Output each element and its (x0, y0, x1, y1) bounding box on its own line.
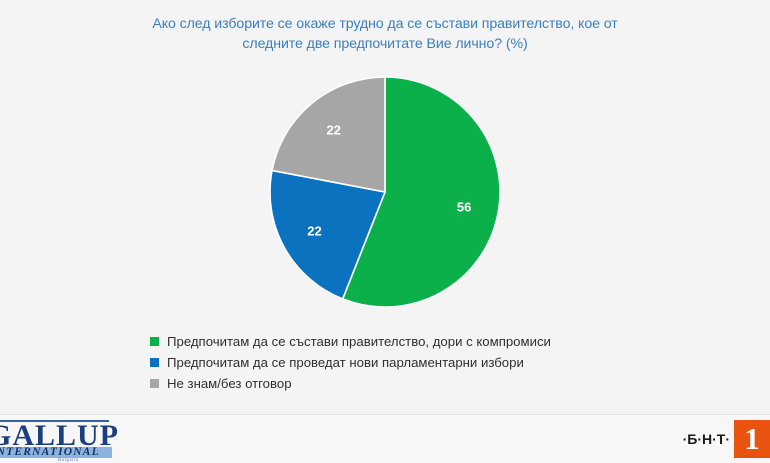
pie-slice-labels: 56 22 22 (307, 123, 471, 239)
legend-label-1: Предпочитам да се проведат нови парламен… (167, 355, 524, 370)
gallup-international-logo: GALLUP INTERNATIONAL Bulgaria (0, 418, 131, 462)
legend-label-2: Не знам/без отговор (167, 376, 292, 391)
pie-slice-1[interactable] (269, 169, 387, 300)
pie-slice-value-2: 22 (326, 123, 340, 138)
bnt-wordmark: ·Б·Н·Т· (682, 431, 730, 447)
gallup-logo-bar (0, 447, 112, 458)
gallup-logo-international: INTERNATIONAL (0, 446, 100, 458)
chart-legend: Предпочитам да се състави правителство, … (0, 331, 770, 394)
pie-chart-area: 56 22 22 (0, 72, 770, 322)
gallup-logo-rule (0, 420, 109, 422)
slide-footer: GALLUP INTERNATIONAL Bulgaria ·Б·Н·Т· 1 (0, 414, 770, 463)
chart-title-line-1: Ако след изборите се окаже трудно да се … (152, 16, 618, 32)
legend-label-0: Предпочитам да се състави правителство, … (167, 334, 551, 349)
bnt-channel-number: 1 (734, 420, 770, 458)
pie-slice-2[interactable] (271, 76, 386, 193)
pie-slices (269, 76, 501, 308)
chart-title-line-2: следните две предпочитате Вие лично? (%) (242, 36, 528, 52)
chart-title: Ако след изборите се окаже трудно да се … (55, 14, 715, 54)
legend-swatch-icon-0 (150, 337, 159, 346)
pie-slice-value-0: 56 (457, 200, 471, 215)
pie-chart: 56 22 22 (269, 76, 501, 308)
pie-slice-value-1: 22 (307, 223, 321, 238)
legend-item-1[interactable]: Предпочитам да се проведат нови парламен… (0, 352, 770, 373)
legend-swatch-icon-1 (150, 358, 159, 367)
legend-item-0[interactable]: Предпочитам да се състави правителство, … (0, 331, 770, 352)
gallup-logo-country: Bulgaria (58, 458, 79, 462)
legend-item-2[interactable]: Не знам/без отговор (0, 373, 770, 394)
bnt1-logo: ·Б·Н·Т· 1 (683, 420, 770, 458)
pie-slice-0[interactable] (341, 76, 501, 308)
gallup-logo-wordmark: GALLUP (0, 419, 120, 452)
legend-swatch-icon-2 (150, 379, 159, 388)
